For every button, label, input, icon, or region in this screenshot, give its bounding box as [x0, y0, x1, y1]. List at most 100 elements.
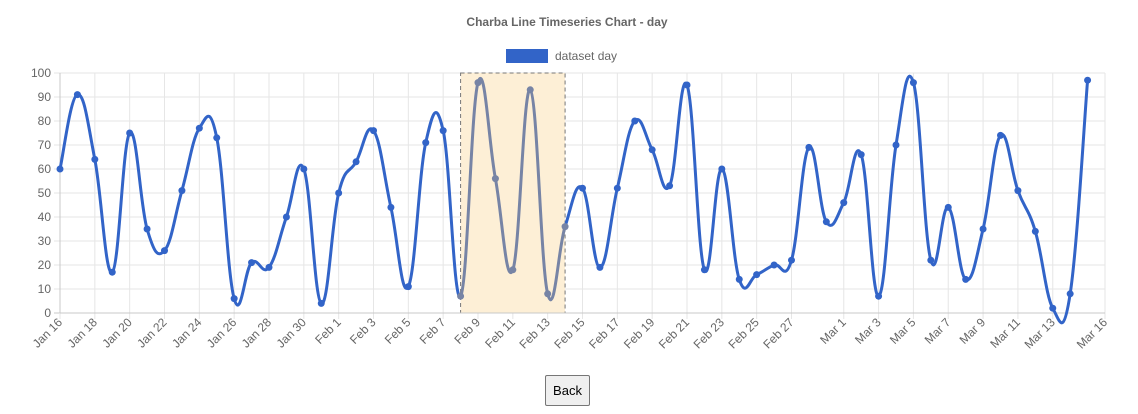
x-tick-label: Feb 27	[760, 315, 797, 352]
series-line-segment	[528, 88, 550, 296]
data-point	[335, 189, 343, 197]
data-point	[387, 203, 395, 211]
data-point	[91, 155, 99, 163]
series-line-segment	[75, 93, 97, 161]
x-tick-label: Mar 1	[817, 315, 849, 347]
x-tick-label: Jan 18	[65, 315, 101, 351]
x-tick-label: Jan 20	[99, 315, 135, 351]
data-point	[875, 292, 883, 300]
data-point	[143, 225, 151, 233]
x-axis-ticks: Jan 16 Jan 18 Jan 20 Jan 22 Jan 24 Jan 26 Jan …	[30, 315, 1111, 352]
line-chart: Charba Line Timeseries Chart - day datas…	[30, 15, 1111, 352]
series-line-segment	[615, 119, 637, 190]
data-point	[300, 165, 308, 173]
x-tick-label: Mar 9	[957, 315, 989, 347]
series-line-segment	[1051, 292, 1072, 325]
data-point	[788, 256, 795, 264]
y-tick-label: 100	[31, 66, 51, 80]
x-tick-label: Feb 3	[347, 315, 379, 347]
data-point	[108, 268, 116, 276]
y-tick-label: 30	[38, 234, 52, 248]
x-tick-label: Jan 26	[204, 315, 240, 351]
data-point	[683, 81, 691, 89]
x-tick-label: Feb 1	[312, 315, 344, 347]
data-point	[317, 299, 325, 307]
gridlines	[54, 72, 1106, 319]
data-point	[213, 134, 221, 142]
data-point	[248, 259, 256, 267]
data-point	[370, 127, 377, 135]
series-line-segment	[894, 74, 915, 147]
series-line-segment	[981, 133, 1002, 231]
x-tick-label: Feb 7	[417, 315, 449, 347]
data-point	[1014, 187, 1022, 195]
x-tick-label: Mar 7	[922, 315, 954, 347]
series-line-segment	[406, 141, 428, 289]
series-line-segment	[546, 225, 567, 302]
data-point	[439, 127, 447, 135]
x-tick-label: Feb 9	[452, 315, 484, 347]
series-line-segment	[441, 129, 463, 298]
data-point	[544, 290, 552, 298]
series-line-segment	[964, 227, 985, 282]
series-line-segment	[790, 145, 811, 262]
x-tick-label: Feb 25	[725, 315, 762, 352]
data-point	[561, 223, 569, 231]
series-line-segment	[668, 81, 689, 188]
series-line-segment	[511, 88, 532, 272]
y-tick-label: 0	[44, 306, 51, 320]
data-point	[666, 182, 674, 190]
x-tick-label: Jan 24	[169, 315, 205, 351]
legend-label: dataset day	[555, 49, 617, 63]
series-line-segment	[284, 163, 306, 219]
y-tick-label: 20	[38, 258, 52, 272]
series-line-segment	[180, 126, 201, 193]
data-point	[631, 117, 639, 125]
series-line-segment	[232, 261, 254, 307]
y-tick-label: 10	[38, 282, 52, 296]
data-point	[962, 275, 970, 283]
series-line-segment	[1033, 229, 1055, 310]
x-tick-label: Feb 23	[691, 315, 728, 352]
series-line-segment	[58, 93, 79, 171]
series-line-segment	[946, 205, 968, 281]
data-point	[404, 283, 412, 291]
y-tick-label: 70	[38, 138, 52, 152]
x-tick-label: Jan 16	[30, 315, 66, 351]
series-line-segment	[128, 131, 149, 231]
data-point	[770, 261, 778, 269]
y-tick-label: 40	[38, 210, 52, 224]
data-point	[282, 213, 290, 221]
series-line-segment	[389, 205, 410, 290]
data-point	[579, 184, 586, 192]
back-button[interactable]: Back	[545, 375, 590, 406]
x-tick-label: Mar 13	[1022, 315, 1059, 352]
data-point	[195, 124, 203, 132]
x-tick-label: Feb 21	[656, 315, 693, 352]
series-line-segment	[598, 186, 619, 269]
series-line-segment	[163, 189, 184, 253]
data-point	[700, 266, 708, 274]
series-line-segment	[337, 160, 358, 195]
series-line-segment	[842, 149, 863, 205]
data-point	[1084, 76, 1092, 84]
series-line-segment	[459, 81, 480, 298]
series-line-segment	[372, 129, 393, 209]
data-point	[1049, 304, 1057, 312]
x-tick-label: Feb 19	[621, 315, 658, 352]
x-tick-label: Jan 28	[239, 315, 275, 351]
y-tick-label: 60	[38, 162, 52, 176]
data-point	[1031, 227, 1039, 235]
x-tick-label: Feb 13	[516, 315, 553, 352]
data-point	[927, 256, 935, 264]
data-point	[265, 263, 273, 271]
x-tick-label: Mar 16	[1074, 315, 1111, 352]
series-line-segment	[302, 167, 323, 305]
x-tick-label: Feb 17	[586, 315, 623, 352]
series-line-segment	[685, 83, 706, 272]
chart-title: Charba Line Timeseries Chart - day	[466, 15, 668, 29]
data-point	[352, 158, 360, 166]
series-line-segment	[581, 186, 602, 269]
data-point	[596, 263, 604, 271]
y-axis-ticks: 0 10 20 30 40 50 60 70 80 90 100	[31, 66, 51, 320]
